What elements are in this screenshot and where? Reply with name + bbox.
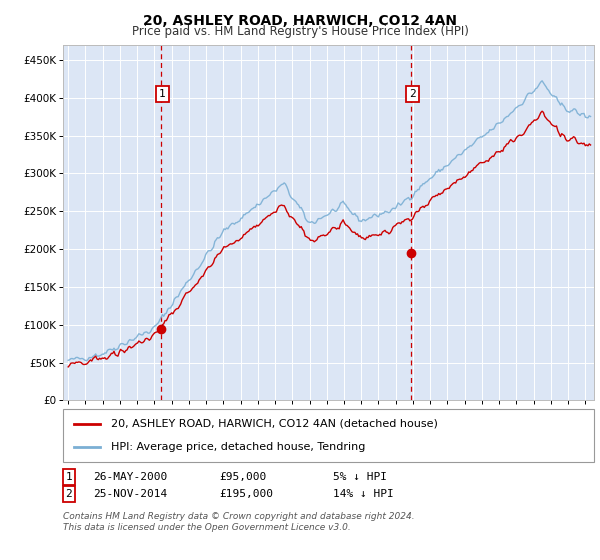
Text: 14% ↓ HPI: 14% ↓ HPI: [333, 489, 394, 499]
Text: Contains HM Land Registry data © Crown copyright and database right 2024.
This d: Contains HM Land Registry data © Crown c…: [63, 512, 415, 532]
Text: 26-MAY-2000: 26-MAY-2000: [93, 472, 167, 482]
Text: £95,000: £95,000: [219, 472, 266, 482]
Text: 25-NOV-2014: 25-NOV-2014: [93, 489, 167, 499]
Text: 1: 1: [158, 89, 166, 99]
Text: 5% ↓ HPI: 5% ↓ HPI: [333, 472, 387, 482]
Text: 2: 2: [65, 489, 73, 499]
Text: 2: 2: [409, 89, 415, 99]
Text: Price paid vs. HM Land Registry's House Price Index (HPI): Price paid vs. HM Land Registry's House …: [131, 25, 469, 38]
Text: 1: 1: [65, 472, 73, 482]
FancyBboxPatch shape: [63, 409, 594, 462]
Text: 20, ASHLEY ROAD, HARWICH, CO12 4AN (detached house): 20, ASHLEY ROAD, HARWICH, CO12 4AN (deta…: [111, 419, 437, 429]
Text: £195,000: £195,000: [219, 489, 273, 499]
Text: 20, ASHLEY ROAD, HARWICH, CO12 4AN: 20, ASHLEY ROAD, HARWICH, CO12 4AN: [143, 14, 457, 28]
Text: HPI: Average price, detached house, Tendring: HPI: Average price, detached house, Tend…: [111, 442, 365, 452]
